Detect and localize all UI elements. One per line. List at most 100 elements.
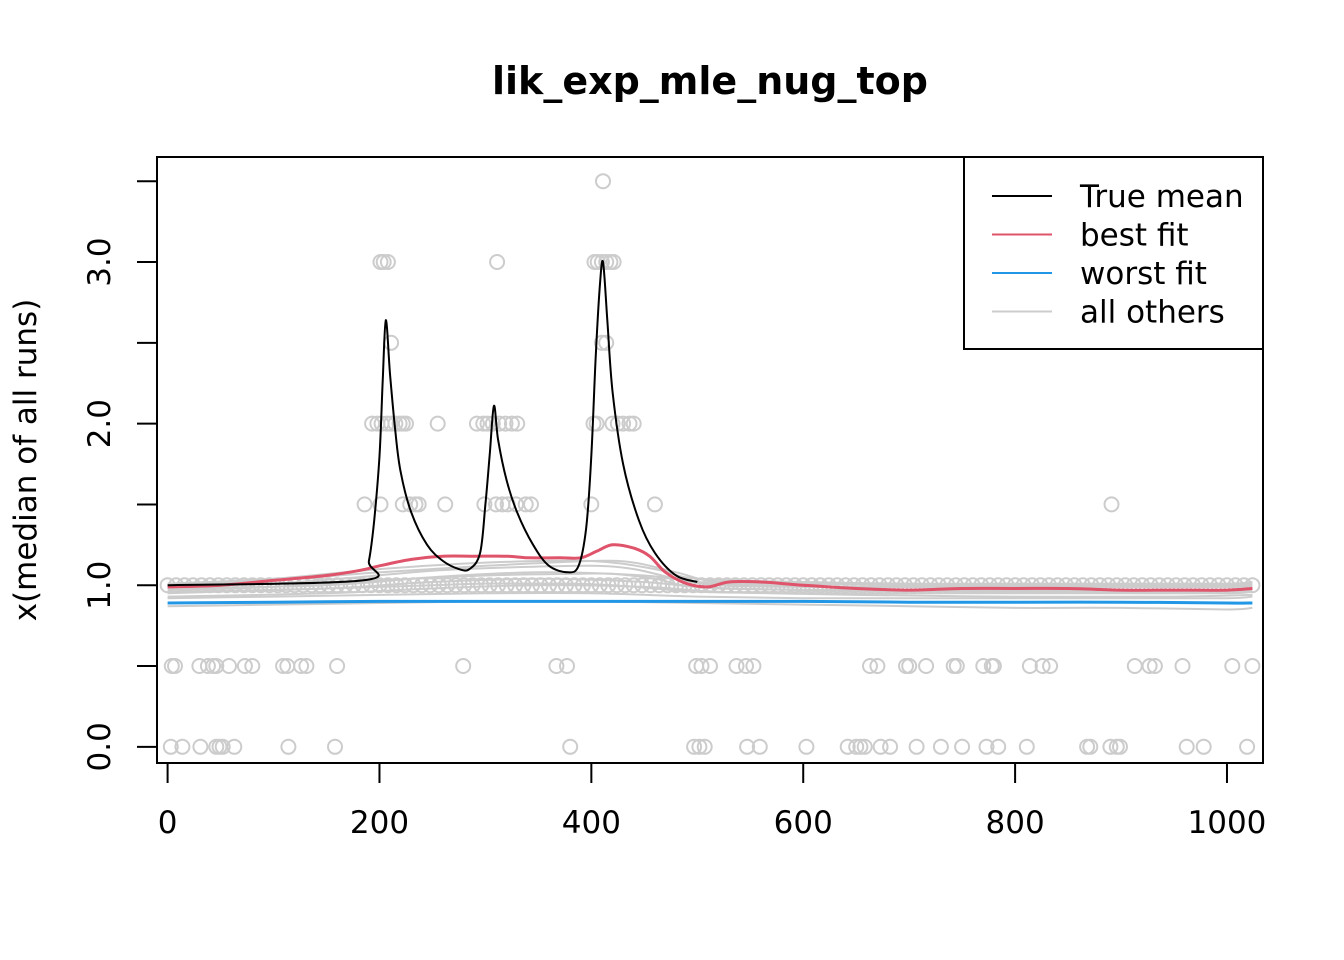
data-point: [863, 577, 879, 594]
data-point: [913, 577, 930, 594]
data-point: [1049, 577, 1066, 594]
data-point: [356, 496, 373, 513]
data-point: [1224, 658, 1241, 674]
data-point: [456, 577, 473, 594]
data-point: [1108, 577, 1125, 594]
x-tick-label: 0: [158, 805, 178, 841]
data-point: [862, 658, 878, 674]
data-point: [490, 577, 507, 594]
data-point: [429, 415, 446, 432]
data-point: [1227, 577, 1244, 594]
data-point: [226, 738, 243, 755]
data-point: [541, 577, 557, 594]
data-point: [371, 577, 388, 594]
data-point: [517, 496, 534, 513]
data-point: [745, 658, 762, 674]
data-point: [413, 577, 430, 594]
data-point: [1021, 658, 1038, 674]
data-point: [1015, 577, 1032, 594]
data-point: [898, 658, 914, 674]
data-point: [372, 496, 389, 513]
data-point: [405, 577, 422, 594]
data-point: [608, 577, 625, 594]
data-point: [990, 577, 1007, 594]
data-point: [261, 577, 278, 594]
data-point: [871, 577, 888, 594]
legend-label: best fit: [1080, 218, 1189, 254]
data-point: [167, 658, 183, 674]
data-point: [192, 738, 209, 755]
data-point: [998, 577, 1015, 594]
data-point: [163, 658, 180, 674]
data-point: [908, 738, 925, 755]
data-point: [600, 577, 617, 594]
true-mean-layer: [167, 259, 698, 587]
data-point: [848, 738, 865, 755]
data-point: [739, 738, 756, 755]
data-point: [1202, 577, 1218, 594]
data-point: [837, 577, 854, 594]
data-point: [1024, 577, 1041, 594]
data-point: [557, 577, 574, 594]
data-point: [379, 254, 396, 270]
data-point: [985, 658, 1002, 674]
data-point: [975, 658, 992, 674]
y-axis-label: x(median of all runs): [8, 299, 44, 622]
data-point: [1018, 738, 1035, 755]
data-point: [1066, 577, 1083, 594]
data-point: [559, 658, 575, 674]
data-point: [437, 496, 454, 513]
data-point: [1239, 738, 1256, 755]
data-point: [880, 577, 896, 594]
data-point: [1100, 577, 1117, 594]
data-point: [918, 658, 935, 674]
data-point: [869, 658, 886, 674]
data-point: [872, 738, 889, 755]
data-point: [1041, 577, 1057, 594]
data-point: [981, 577, 998, 594]
data-point: [621, 415, 638, 432]
x-axis: 0 200 400 600 800 1000: [158, 762, 1266, 841]
best-fit-layer: [167, 543, 1253, 592]
data-point: [1058, 577, 1074, 594]
data-point: [1007, 577, 1024, 594]
data-point: [1117, 577, 1134, 594]
data-point: [1210, 577, 1227, 594]
data-point: [383, 334, 400, 351]
data-point: [481, 577, 498, 594]
data-point: [839, 738, 856, 755]
data-point: [882, 738, 899, 755]
data-point: [221, 658, 237, 674]
x-tick-label: 600: [774, 805, 833, 841]
data-point: [727, 577, 744, 594]
data-point: [728, 658, 745, 674]
data-point: [978, 738, 995, 755]
data-point: [751, 738, 768, 755]
data-point: [337, 577, 354, 594]
other-fit-line: [167, 592, 1253, 600]
data-point: [488, 496, 504, 513]
data-point: [625, 577, 642, 594]
data-point: [583, 496, 600, 513]
data-point: [280, 738, 297, 755]
data-point: [252, 577, 269, 594]
data-point: [691, 738, 708, 755]
y-axis: 0.0 1.0 2.0 3.0: [82, 180, 158, 771]
data-point: [524, 577, 540, 594]
data-point: [269, 577, 286, 594]
data-point: [398, 415, 414, 432]
data-point: [503, 415, 520, 432]
data-point: [598, 334, 615, 351]
worst-fit-layer: [167, 599, 1253, 605]
data-point: [479, 415, 496, 432]
data-point: [473, 577, 490, 594]
data-point: [1032, 577, 1049, 594]
data-point: [956, 577, 973, 594]
data-point: [659, 577, 676, 594]
data-point: [329, 658, 346, 674]
x-tick-label: 200: [350, 805, 409, 841]
data-point: [208, 658, 225, 674]
data-point: [211, 738, 228, 755]
data-point: [930, 577, 947, 594]
